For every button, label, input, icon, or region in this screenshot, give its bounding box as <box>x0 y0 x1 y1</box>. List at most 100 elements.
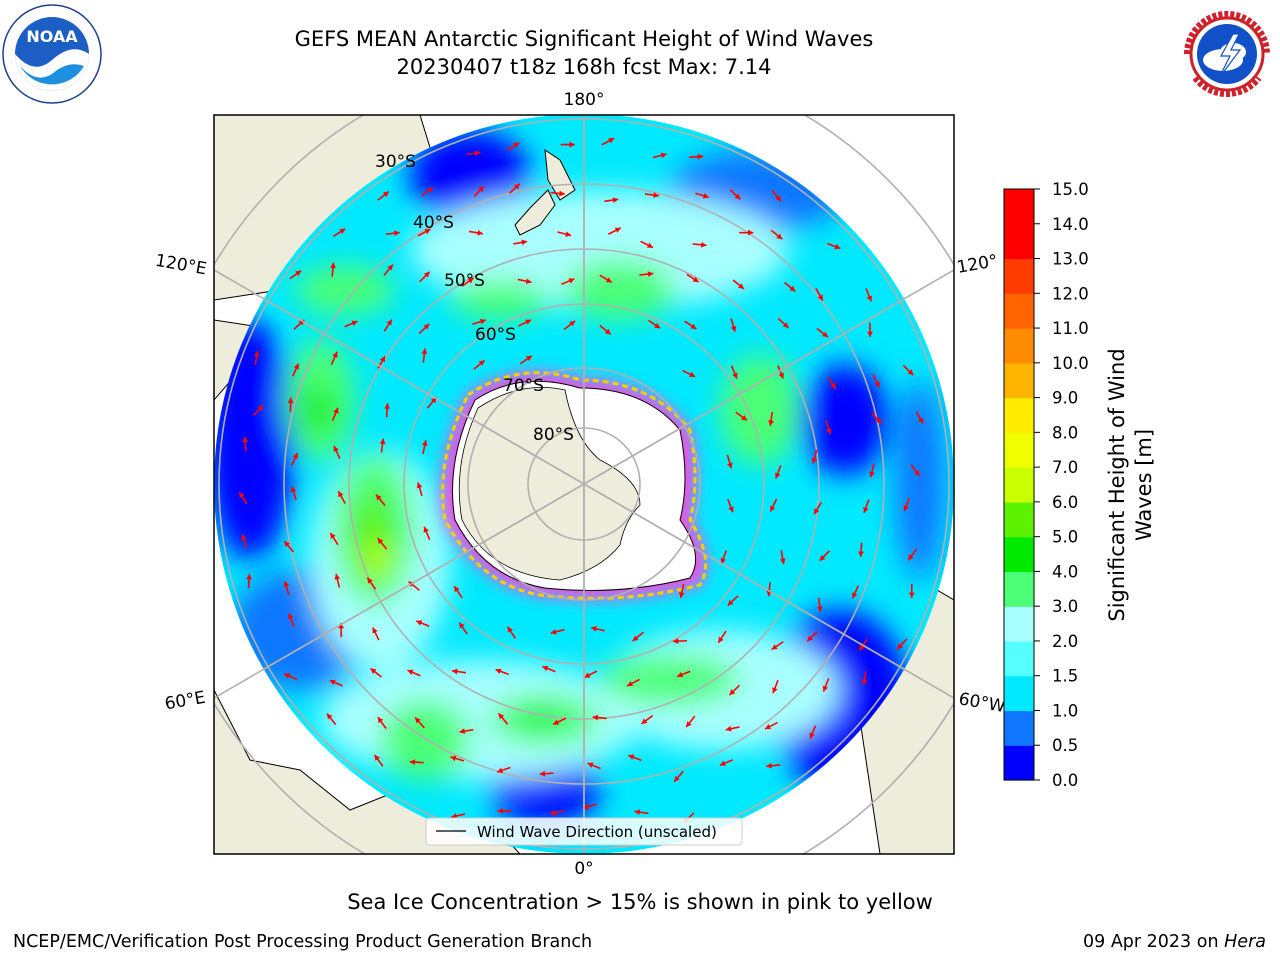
wave-direction-arrowhead <box>772 687 778 694</box>
new-zealand-north <box>544 148 576 201</box>
wave-direction-arrowhead <box>387 264 393 271</box>
wave-direction-arrowhead <box>525 355 532 362</box>
colorbar-segment <box>1004 640 1034 677</box>
wave-direction-arrowhead <box>730 325 737 332</box>
wave-direction-arrowhead <box>819 554 826 561</box>
wave-direction-arrowhead <box>628 754 635 760</box>
wave-direction-arrowhead <box>702 192 709 199</box>
footer-date-text: 09 Apr 2023 on <box>1082 932 1219 952</box>
wave-direction-arrowhead <box>771 644 778 650</box>
wave-direction-arrowhead <box>766 762 772 769</box>
wave-direction-arrowhead <box>257 405 264 412</box>
colorbar-segment <box>1004 432 1034 468</box>
wave-direction-arrowhead <box>333 407 339 414</box>
wave-direction-arrowhead <box>377 538 384 545</box>
footer-branch: NCEP/EMC/Verification Post Processing Pr… <box>13 932 593 952</box>
wave-direction-arrowhead <box>542 665 549 672</box>
wave-direction-arrowhead <box>330 532 336 539</box>
wave-direction-arrowhead <box>822 331 828 338</box>
colorbar-segment <box>1004 710 1034 746</box>
wave-direction-arrowhead <box>861 679 868 685</box>
wave-direction-arrowhead <box>653 192 659 198</box>
wave-direction-arrowhead <box>918 417 924 424</box>
wave-direction-arrowhead <box>239 492 245 499</box>
wave-direction-arrowhead <box>409 759 416 765</box>
colorbar-segment <box>1004 293 1034 329</box>
wave-direction-arrowhead <box>372 627 378 634</box>
wave-direction-arrowhead <box>332 351 338 358</box>
wave-direction-arrowhead <box>407 669 414 675</box>
wave-direction-arrowhead <box>729 689 736 696</box>
wave-direction-arrowhead <box>498 713 505 720</box>
wave-direction-arrowhead <box>768 420 774 426</box>
map-title: GEFS MEAN Antarctic Significant Height o… <box>294 27 874 51</box>
wave-direction-arrowhead <box>674 775 680 782</box>
colorbar-segment <box>1004 258 1034 294</box>
lon-label-0: 0° <box>574 859 593 879</box>
wave-direction-arrowhead <box>779 558 786 565</box>
lat-label-70s: 70°S <box>503 376 544 396</box>
wave-direction-arrowhead <box>866 295 872 302</box>
wave-direction-arrowhead <box>467 278 474 284</box>
wave-direction-arrowhead <box>497 808 503 814</box>
wave-direction-arrowhead <box>283 581 290 588</box>
wave-direction-arrowhead <box>608 138 615 144</box>
colorbar-tick-label: 9.0 <box>1052 389 1078 408</box>
wave-direction-arrowhead <box>451 813 458 819</box>
colorbar-segment <box>1004 501 1034 538</box>
footer-host: Hera <box>1224 932 1266 952</box>
wave-direction-arrowhead <box>807 635 814 642</box>
wave-direction-arrowhead <box>507 626 513 633</box>
wave-direction-arrowhead <box>811 457 818 464</box>
wave-direction-arrowhead <box>377 717 384 724</box>
map-area: Wind Wave Direction (unscaled) <box>214 115 954 854</box>
wave-direction-arrowhead <box>478 360 485 366</box>
wave-direction-arrowhead <box>384 403 391 409</box>
wave-direction-arrowhead <box>459 622 465 629</box>
wave-direction-arrowhead <box>421 440 428 446</box>
wave-direction-arrowhead <box>822 685 829 692</box>
wave-direction-arrowhead <box>863 506 869 513</box>
wave-direction-arrowhead <box>732 372 738 379</box>
wave-direction-arrowhead <box>734 193 741 200</box>
wave-direction-arrowhead <box>329 679 336 685</box>
wave-direction-arrowhead <box>553 719 560 725</box>
wave-direction-arrowhead <box>293 363 299 370</box>
colorbar-tick-label: 10.0 <box>1052 354 1089 373</box>
wave-direction-arrowhead <box>479 318 486 325</box>
wave-direction-arrowhead <box>539 770 546 777</box>
colorbar-label-line2: Waves [m] <box>1132 429 1156 541</box>
wave-direction-arrowhead <box>587 762 594 768</box>
wind-wave-arrows <box>238 137 924 824</box>
colorbar-tick-label: 7.0 <box>1052 458 1078 477</box>
wave-direction-arrowhead <box>514 183 520 190</box>
map-legend: Wind Wave Direction (unscaled) <box>425 817 743 846</box>
wave-direction-arrowhead <box>859 644 865 651</box>
wave-direction-arrowhead <box>678 592 685 598</box>
wave-direction-arrowhead <box>338 491 344 498</box>
colorbar-segment <box>1004 536 1034 573</box>
wave-direction-arrowhead <box>592 714 599 721</box>
wave-direction-arrowhead <box>287 397 294 403</box>
wave-direction-arrowhead <box>869 471 875 478</box>
wave-direction-arrowhead <box>379 438 386 445</box>
national-weather-service-logo <box>1179 6 1275 102</box>
wave-direction-arrowhead <box>897 643 903 650</box>
wave-direction-arrowhead <box>907 369 914 376</box>
wave-direction-arrowhead <box>423 526 429 533</box>
colorbar-tick-label: 1.0 <box>1052 701 1078 720</box>
wave-direction-arrowhead <box>284 541 290 548</box>
colorbar-tick-label: 3.0 <box>1052 597 1078 616</box>
wave-direction-arrowhead <box>423 323 430 330</box>
wave-direction-arrowhead <box>720 557 726 564</box>
wave-direction-arrowhead <box>477 229 483 236</box>
wave-direction-arrowhead <box>903 505 909 512</box>
antarctica <box>441 371 708 600</box>
colorbar-tick-label: 12.0 <box>1052 284 1089 303</box>
wave-direction-arrowhead <box>867 331 873 337</box>
wave-direction-arrowhead <box>809 732 815 739</box>
wave-direction-arrowhead <box>634 809 640 816</box>
wave-direction-arrowhead <box>333 445 339 452</box>
wave-direction-arrowhead <box>718 636 724 643</box>
colorbar-segment <box>1004 328 1034 364</box>
